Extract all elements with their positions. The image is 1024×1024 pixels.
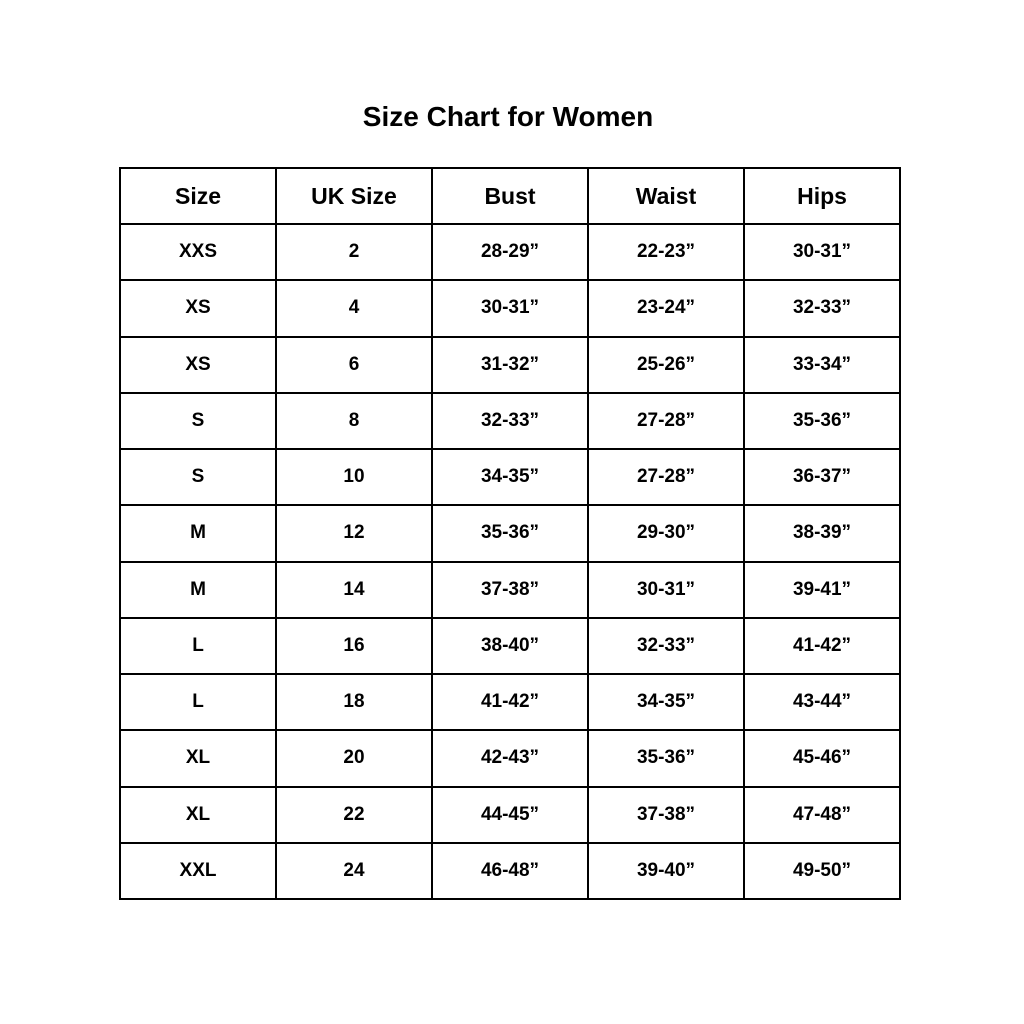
table-row: XL 22 44-45” 37-38” 47-48” [119,785,901,844]
header-uk-size: UK Size [275,167,433,225]
header-row: Size UK Size Bust Waist Hips [119,167,901,225]
cell-size: L [119,672,277,732]
cell-size: S [119,447,277,507]
cell-hips: 33-34” [743,335,901,394]
cell-size: L [119,616,277,676]
cell-uk-size: 22 [275,785,433,844]
table-row: L 16 38-40” 32-33” 41-42” [119,616,901,676]
cell-waist: 23-24” [587,279,745,338]
cell-uk-size: 14 [275,560,433,619]
cell-bust: 46-48” [431,841,589,901]
cell-uk-size: 10 [275,447,433,507]
cell-waist: 35-36” [587,729,745,788]
cell-waist: 30-31” [587,560,745,619]
table-body: XXS 2 28-29” 22-23” 30-31” XS 4 30-31” 23-24” 32-… [119,222,901,901]
cell-waist: 29-30” [587,504,745,563]
cell-waist: 27-28” [587,447,745,507]
cell-size: XL [119,785,277,844]
page-title: Size Chart for Women [362,101,654,132]
table-row: S 10 34-35” 27-28” 36-37” [119,447,901,507]
cell-hips: 36-37” [743,447,901,507]
cell-bust: 28-29” [431,222,589,282]
cell-hips: 35-36” [743,391,901,451]
cell-bust: 41-42” [431,672,589,732]
cell-size: XS [119,335,277,394]
cell-waist: 27-28” [587,391,745,451]
cell-size: XL [119,729,277,788]
cell-hips: 32-33” [743,279,901,338]
cell-waist: 22-23” [587,222,745,282]
cell-size: M [119,560,277,619]
table-row: XS 4 30-31” 23-24” 32-33” [119,279,901,338]
cell-uk-size: 12 [275,504,433,563]
table-row: M 14 37-38” 30-31” 39-41” [119,560,901,619]
cell-bust: 30-31” [431,279,589,338]
table-row: XS 6 31-32” 25-26” 33-34” [119,335,901,394]
cell-size: S [119,391,277,451]
cell-bust: 44-45” [431,785,589,844]
cell-bust: 34-35” [431,447,589,507]
cell-waist: 25-26” [587,335,745,394]
table-row: XXL 24 46-48” 39-40” 49-50” [119,841,901,901]
cell-hips: 30-31” [743,222,901,282]
cell-hips: 43-44” [743,672,901,732]
cell-size: XXL [119,841,277,901]
cell-hips: 47-48” [743,785,901,844]
cell-waist: 32-33” [587,616,745,676]
cell-bust: 32-33” [431,391,589,451]
cell-size: XXS [119,222,277,282]
cell-bust: 42-43” [431,729,589,788]
size-chart-table: Size UK Size Bust Waist Hips XXS 2 28-29” 2… [119,167,901,901]
header-hips: Hips [743,167,901,225]
cell-size: M [119,504,277,563]
table-row: XXS 2 28-29” 22-23” 30-31” [119,222,901,282]
cell-uk-size: 24 [275,841,433,901]
cell-hips: 41-42” [743,616,901,676]
cell-waist: 37-38” [587,785,745,844]
cell-uk-size: 4 [275,279,433,338]
cell-uk-size: 16 [275,616,433,676]
cell-hips: 45-46” [743,729,901,788]
table-row: L 18 41-42” 34-35” 43-44” [119,672,901,732]
table-row: XL 20 42-43” 35-36” 45-46” [119,729,901,788]
header-waist: Waist [587,167,745,225]
table-row: S 8 32-33” 27-28” 35-36” [119,391,901,451]
cell-bust: 31-32” [431,335,589,394]
cell-bust: 35-36” [431,504,589,563]
cell-bust: 38-40” [431,616,589,676]
header-size: Size [119,167,277,225]
cell-uk-size: 6 [275,335,433,394]
cell-hips: 39-41” [743,560,901,619]
cell-uk-size: 8 [275,391,433,451]
cell-uk-size: 20 [275,729,433,788]
cell-uk-size: 18 [275,672,433,732]
cell-hips: 49-50” [743,841,901,901]
table-row: M 12 35-36” 29-30” 38-39” [119,504,901,563]
cell-size: XS [119,279,277,338]
header-bust: Bust [431,167,589,225]
cell-bust: 37-38” [431,560,589,619]
cell-waist: 39-40” [587,841,745,901]
cell-waist: 34-35” [587,672,745,732]
cell-hips: 38-39” [743,504,901,563]
cell-uk-size: 2 [275,222,433,282]
